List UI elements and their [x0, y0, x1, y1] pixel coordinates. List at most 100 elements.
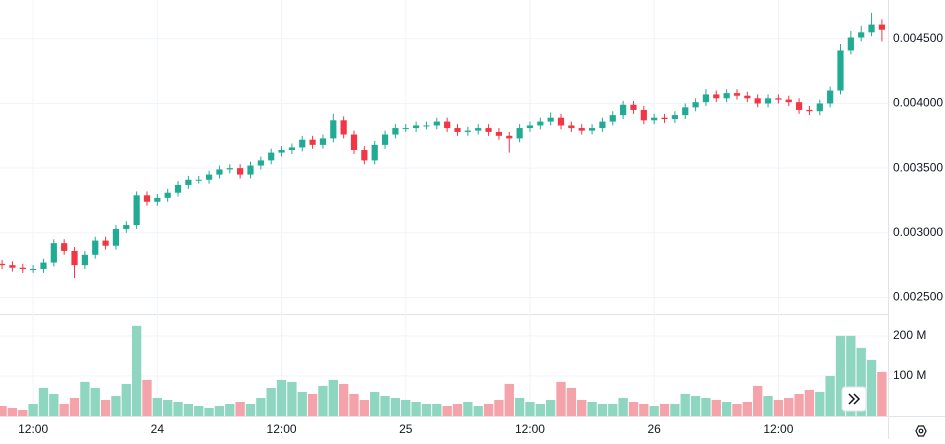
volume-bar	[514, 397, 525, 416]
volume-bar	[69, 397, 80, 416]
settings-icon-center[interactable]	[918, 428, 924, 434]
volume-bar	[338, 383, 349, 416]
candle-body	[381, 134, 389, 145]
volume-bar	[432, 403, 442, 416]
volume-bar	[856, 347, 866, 416]
volume-bar	[721, 401, 732, 416]
candle-body	[247, 165, 254, 175]
candle-body	[713, 94, 720, 99]
settings-icon[interactable]	[915, 425, 927, 437]
volume-bar	[597, 403, 608, 416]
volume-bar	[163, 399, 173, 416]
y-tick-label: 0.003500	[893, 160, 943, 174]
volume-bar	[773, 399, 784, 416]
volume-bar	[214, 405, 225, 416]
candle-body	[164, 192, 171, 198]
candle-body	[112, 228, 120, 246]
scroll-arrow-icon[interactable]	[848, 393, 861, 405]
candle-body	[620, 104, 627, 116]
x-tick-label: 24	[151, 422, 165, 436]
volume-bar	[846, 335, 856, 416]
candle-body	[340, 120, 347, 135]
candle-body	[568, 125, 575, 129]
volume-bar	[380, 395, 390, 416]
scroll-button[interactable]	[841, 386, 867, 412]
candle-body	[205, 174, 213, 180]
candle-body	[61, 243, 68, 251]
candle-body	[475, 128, 482, 131]
volume-bar	[442, 405, 452, 416]
candle-body	[71, 250, 78, 266]
volume-bar	[245, 403, 256, 416]
volume-bar	[825, 375, 835, 416]
candle-body	[785, 99, 792, 103]
volume-bar	[701, 397, 711, 416]
x-tick-label: 12:00	[763, 422, 793, 436]
candle-body	[402, 128, 409, 130]
grid	[0, 0, 888, 416]
candle-body	[19, 267, 26, 270]
volume-bar	[587, 401, 597, 416]
candle-body	[827, 90, 834, 104]
volume-tick-label: 100 M	[893, 368, 926, 382]
candle-body	[81, 254, 88, 266]
volume-bar	[235, 401, 245, 416]
volume-bar	[742, 401, 753, 416]
candle-body	[174, 184, 182, 193]
y-tick-label: 0.003000	[893, 225, 943, 239]
volume-bar	[111, 395, 121, 416]
volume-bar	[359, 399, 370, 416]
candle-body	[9, 265, 16, 268]
candle-body	[744, 95, 751, 99]
candle-body	[413, 125, 420, 129]
candle-body	[195, 179, 202, 181]
candle-body	[423, 125, 430, 127]
volume-bar	[194, 405, 204, 416]
x-tick-label: 25	[399, 422, 413, 436]
volume-bar	[473, 405, 483, 416]
candle-body	[578, 128, 585, 131]
volume-bar	[577, 399, 587, 416]
volume-bar	[297, 391, 307, 416]
candle-body	[319, 138, 327, 145]
candle-body	[268, 152, 275, 161]
volume-bar	[173, 401, 183, 416]
candle-body	[557, 117, 565, 126]
volume-bar	[401, 399, 411, 416]
volume-bar	[835, 335, 846, 416]
volume-bar	[49, 393, 59, 416]
volume-bar	[525, 401, 535, 416]
volume-bar	[504, 383, 514, 416]
volume-bar	[100, 399, 111, 416]
candle-body	[547, 117, 554, 122]
volume-bar	[680, 393, 690, 416]
volume-bar	[815, 391, 825, 416]
volume-bar	[131, 325, 142, 416]
candle-body	[464, 130, 471, 132]
candle-body	[795, 102, 803, 110]
volume-bar	[411, 401, 421, 416]
volume-bar	[28, 403, 38, 416]
volume-bar	[276, 379, 287, 416]
candle-body	[723, 93, 730, 99]
volume-bar	[877, 371, 887, 416]
candle-body	[237, 168, 244, 175]
volume-bar	[0, 405, 7, 416]
candle-body	[702, 94, 710, 103]
candle-body	[878, 24, 885, 30]
x-tick-label: 12:00	[515, 422, 545, 436]
x-tick-label: 26	[647, 422, 661, 436]
candle-body	[309, 139, 316, 145]
volume-bar	[152, 397, 163, 416]
volume-bar	[690, 395, 701, 416]
settings-button[interactable]	[915, 425, 927, 437]
candle-body	[775, 98, 782, 100]
candle-body	[764, 98, 772, 104]
candle-body	[299, 139, 306, 148]
volume-bar	[659, 403, 670, 416]
volume-bar	[225, 403, 235, 416]
volume-bar	[7, 407, 18, 416]
volume-bar	[390, 397, 401, 416]
candle-body	[444, 121, 451, 129]
